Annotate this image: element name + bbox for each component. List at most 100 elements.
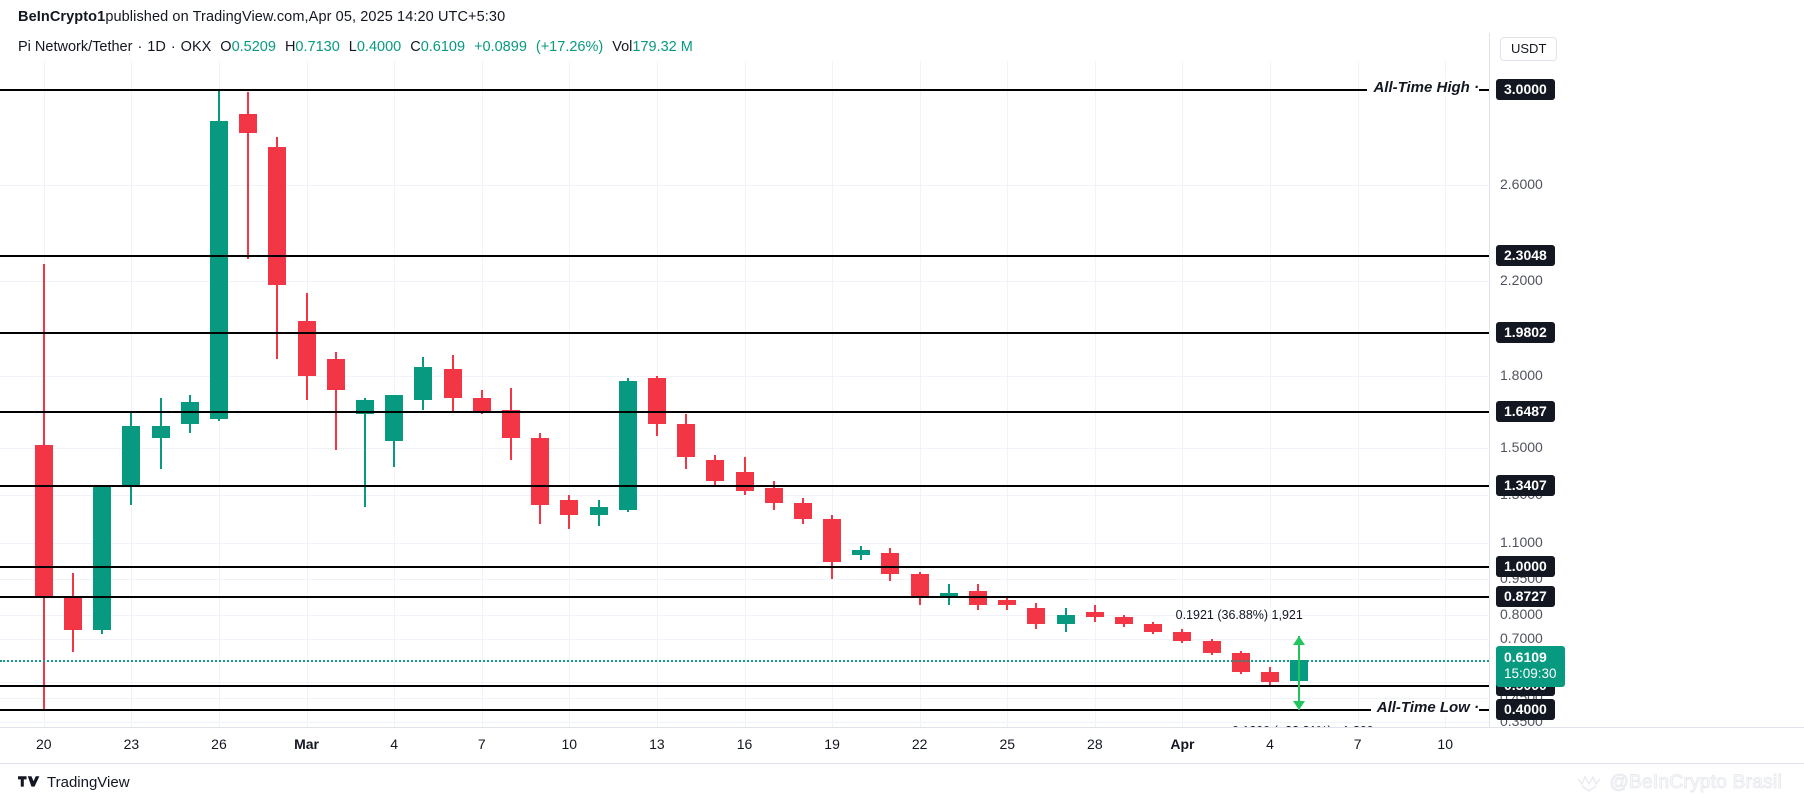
candle-body-bearish	[677, 423, 696, 458]
tradingview-logo[interactable]: TradingView	[18, 774, 130, 791]
candle-body-bullish	[209, 120, 228, 420]
candle-body-bullish	[93, 485, 112, 631]
reference-line-label-all-time-low: All-Time Low ·	[1370, 699, 1479, 717]
grid-line-vertical	[744, 61, 746, 727]
price-level-pill[interactable]: 2.3048	[1496, 244, 1555, 266]
candle-body-bearish	[443, 368, 462, 398]
measure-tool-arrowhead-down	[1293, 701, 1306, 711]
candle-body-bearish	[1085, 612, 1104, 618]
legend-high-value: 0.7130	[295, 39, 340, 55]
measure-tool-shaft[interactable]	[1298, 635, 1301, 711]
reference-line-all-time-high[interactable]	[0, 88, 1489, 91]
attribution-datetime: Apr 05, 2025 14:20 UTC+5:30	[308, 8, 506, 25]
price-level-pill[interactable]: 1.6487	[1496, 401, 1555, 423]
candle-body-bearish	[239, 113, 258, 133]
price-level-pill[interactable]: 1.3407	[1496, 474, 1555, 496]
chart-plot-area[interactable]: All-Time High · All-Time Low · 0.1921 (36.…	[0, 61, 1489, 727]
candle-body-bearish	[735, 471, 754, 491]
time-tick: 10	[1437, 736, 1453, 752]
time-tick: 28	[1087, 736, 1103, 752]
grid-line-vertical	[919, 61, 921, 727]
legend-open-key: O	[220, 39, 232, 55]
candle-body-bullish	[939, 593, 958, 599]
candle-body-bearish	[1231, 653, 1250, 673]
candle-body-bullish	[414, 366, 433, 400]
legend-close: C0.6109	[410, 39, 465, 55]
candle-body-bullish	[852, 550, 871, 556]
last-price-value: 0.6109	[1504, 648, 1547, 665]
legend-exchange[interactable]: OKX	[180, 39, 212, 55]
candle-wick	[247, 92, 250, 260]
candle-body-bullish	[1056, 614, 1075, 625]
reference-line-all-time-low[interactable]	[0, 709, 1489, 712]
price-level-pill[interactable]: 3.0000	[1496, 78, 1555, 100]
time-tick: 23	[123, 736, 140, 752]
candle-body-bearish	[1261, 672, 1280, 682]
candle-body-bearish	[881, 552, 900, 575]
time-tick: Apr	[1170, 736, 1195, 752]
time-tick: 10	[561, 736, 578, 752]
candle-body-bullish	[589, 507, 608, 515]
legend-volume-key: Vol	[612, 39, 633, 55]
price-scale-unit[interactable]: USDT	[1500, 37, 1558, 61]
price-tick: 1.8000	[1500, 367, 1543, 384]
grid-line-vertical	[131, 61, 133, 727]
attribution-bar: BeInCrypto1 published on TradingView.com…	[0, 0, 1804, 33]
reference-line-level-1-0000[interactable]	[0, 566, 1489, 569]
time-tick: Mar	[294, 736, 319, 752]
time-tick: 22	[911, 736, 928, 752]
legend-open: O0.5209	[220, 39, 276, 55]
candle-body-bearish	[531, 438, 550, 505]
price-tick: 2.6000	[1500, 176, 1543, 193]
legend-dot-1: ·	[137, 39, 143, 55]
legend-change-absolute: +0.0899	[474, 39, 527, 55]
candle-body-bearish	[647, 378, 666, 424]
chart-legend: Pi Network/Tether · 1D · OKX O0.5209 H0.…	[0, 33, 1804, 61]
price-level-pill[interactable]: 0.4000	[1496, 699, 1555, 721]
crown-icon	[1577, 775, 1602, 792]
candle-body-bearish	[764, 488, 783, 503]
tradingview-logo-text: TradingView	[47, 774, 130, 791]
time-tick: 7	[1353, 736, 1362, 752]
price-level-pill[interactable]: 0.8727	[1496, 586, 1555, 608]
grid-line-vertical	[1007, 61, 1009, 727]
price-level-pill[interactable]: 1.0000	[1496, 556, 1555, 578]
time-tick: 7	[477, 736, 486, 752]
reference-line-level-1-6487[interactable]	[0, 411, 1489, 414]
legend-interval[interactable]: 1D	[147, 39, 166, 55]
time-tick: 25	[999, 736, 1016, 752]
reference-line-level-1-3407[interactable]	[0, 484, 1489, 487]
chart-footer: TradingView @BeInCrypto Brasil	[0, 763, 1804, 803]
candle-body-bearish	[1144, 624, 1163, 632]
candle-body-bearish	[793, 502, 812, 520]
price-tick: 1.1000	[1500, 534, 1543, 551]
legend-change-percent: (+17.26%)	[535, 39, 604, 55]
candle-body-bullish	[385, 395, 404, 441]
grid-line-vertical	[1357, 61, 1359, 727]
reference-line-level-0-5000[interactable]	[0, 685, 1489, 688]
candle-wick	[363, 397, 366, 508]
price-scale[interactable]: USDT 2.60002.20001.80001.50001.30001.100…	[1489, 33, 1804, 729]
reference-line-level-1-9802[interactable]	[0, 332, 1489, 335]
candle-body-bearish	[560, 500, 579, 515]
attribution-text: published on TradingView.com,	[105, 8, 309, 25]
time-tick: 19	[824, 736, 840, 752]
last-price-pill[interactable]: 0.6109 15:09:30	[1496, 645, 1565, 688]
grid-line-vertical	[569, 61, 571, 727]
candle-body-bearish	[472, 397, 491, 412]
measure-tool-arrowhead-up	[1293, 635, 1306, 645]
reference-line-level-2-3048[interactable]	[0, 254, 1489, 257]
watermark-text: @BeInCrypto Brasil	[1609, 772, 1782, 794]
legend-volume-value: 179.32 M	[632, 39, 693, 55]
candle-body-bearish	[63, 597, 82, 631]
price-level-pill[interactable]: 1.9802	[1496, 322, 1555, 344]
reference-line-level-0-8727[interactable]	[0, 596, 1489, 599]
grid-line-vertical	[832, 61, 834, 727]
legend-symbol[interactable]: Pi Network/Tether	[18, 39, 133, 55]
price-tick: 0.7000	[1500, 629, 1543, 646]
legend-dot-2: ·	[170, 39, 176, 55]
candle-body-bearish	[1173, 631, 1192, 642]
time-tick: 16	[736, 736, 753, 752]
time-scale[interactable]: 20 23 26 Mar 4 7 10 13 16 19 22 25 28 Apr 4 7 10	[0, 727, 1804, 763]
